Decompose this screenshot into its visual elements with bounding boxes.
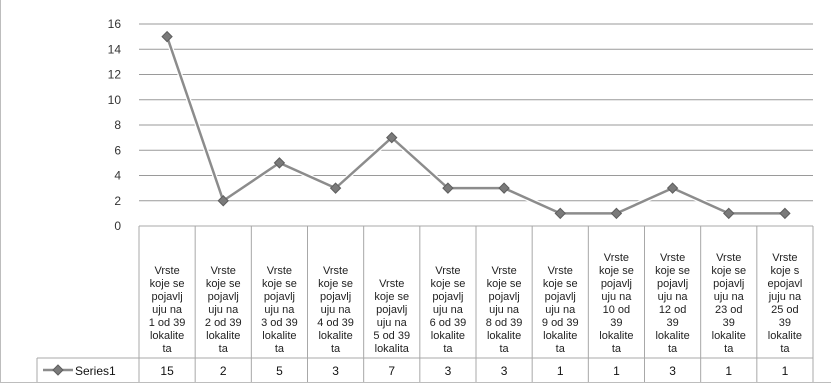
data-point-marker	[161, 30, 173, 43]
data-point-marker	[386, 131, 398, 144]
category-label: Vrste koje se pojavlj uju na 1 od 39 lokalite…	[149, 265, 186, 355]
category-label: Vrste koje se pojavlj uju na 3 od 39 lokalite…	[261, 265, 298, 355]
y-axis-tick-labels: 0 2 4 6 8 10 12 14 16	[108, 17, 122, 233]
data-point-marker	[442, 182, 454, 194]
data-table-value: 3	[669, 364, 676, 378]
data-point-marker	[498, 182, 510, 194]
category-label: Vrste koje se pojavlj uju na 4 od 39 lokalite…	[317, 265, 354, 355]
category-label: Vrste koje se pojavlj uju na 5 od 39 lokalita	[373, 278, 410, 355]
data-point-marker	[610, 207, 623, 220]
data-point-marker	[723, 207, 735, 220]
legend: Series1	[43, 364, 116, 378]
data-table-value: 5	[276, 364, 283, 378]
y-tick-label: 8	[114, 118, 121, 132]
legend-series-label: Series1	[75, 364, 116, 378]
y-tick-label: 6	[114, 143, 121, 157]
y-tick-label: 10	[108, 93, 122, 107]
data-table-value: 3	[501, 364, 508, 378]
y-tick-label: 2	[114, 194, 121, 208]
data-point-marker	[217, 195, 229, 207]
category-label: Vrste koje se pojavlj uju na 8 od 39 lokalite…	[486, 265, 523, 355]
data-point-marker	[329, 182, 342, 194]
category-label: Vrste koje se pojavlj uju na 10 od 39 lokalite…	[599, 252, 634, 355]
category-label: Vrste koje se pojavlj uju na 23 od 39 lokalite…	[711, 252, 746, 355]
data-table-value: 1	[725, 364, 732, 378]
gridlines	[139, 23, 813, 202]
y-tick-label: 4	[114, 169, 121, 183]
series-line-path	[165, 36, 785, 215]
category-label: Vrste koje s epojavl juju na 25 od 39 lokalite…	[767, 252, 802, 355]
legend-marker-key	[52, 364, 64, 376]
data-point-marker	[273, 157, 286, 169]
data-table	[36, 225, 814, 382]
category-labels: Vrste koje se pojavlj uju na 1 od 39 lokalite…	[149, 252, 803, 355]
data-point-marker	[554, 207, 566, 220]
data-table-value: 1	[782, 364, 789, 378]
y-tick-label: 16	[108, 17, 122, 31]
series-markers	[161, 30, 791, 220]
series-line	[164, 35, 785, 216]
y-tick-label: 0	[114, 219, 121, 233]
data-table-value: 3	[332, 364, 339, 378]
category-label: Vrste koje se pojavlj uju na 12 od 39 lokalite…	[655, 252, 690, 355]
data-table-value: 7	[388, 364, 395, 378]
data-table-value: 2	[220, 364, 227, 378]
y-tick-label: 14	[108, 42, 122, 56]
data-table-values: 15 2 5 3 7 3 3 1 1 3 1 1	[160, 364, 788, 378]
data-table-value: 1	[557, 364, 564, 378]
data-table-value: 3	[445, 364, 452, 378]
data-point-marker	[666, 182, 679, 194]
category-label: Vrste koje se pojavlj uju na 9 od 39 lokalite…	[542, 265, 579, 355]
data-point-marker	[779, 207, 791, 220]
data-table-value: 1	[613, 364, 620, 378]
y-tick-label: 12	[108, 68, 122, 82]
data-table-value: 15	[160, 364, 174, 378]
category-label: Vrste koje se pojavlj uju na 6 od 39 lokalite…	[430, 265, 467, 355]
category-label: Vrste koje se pojavlj uju na 2 od 39 lokalite…	[205, 265, 242, 355]
